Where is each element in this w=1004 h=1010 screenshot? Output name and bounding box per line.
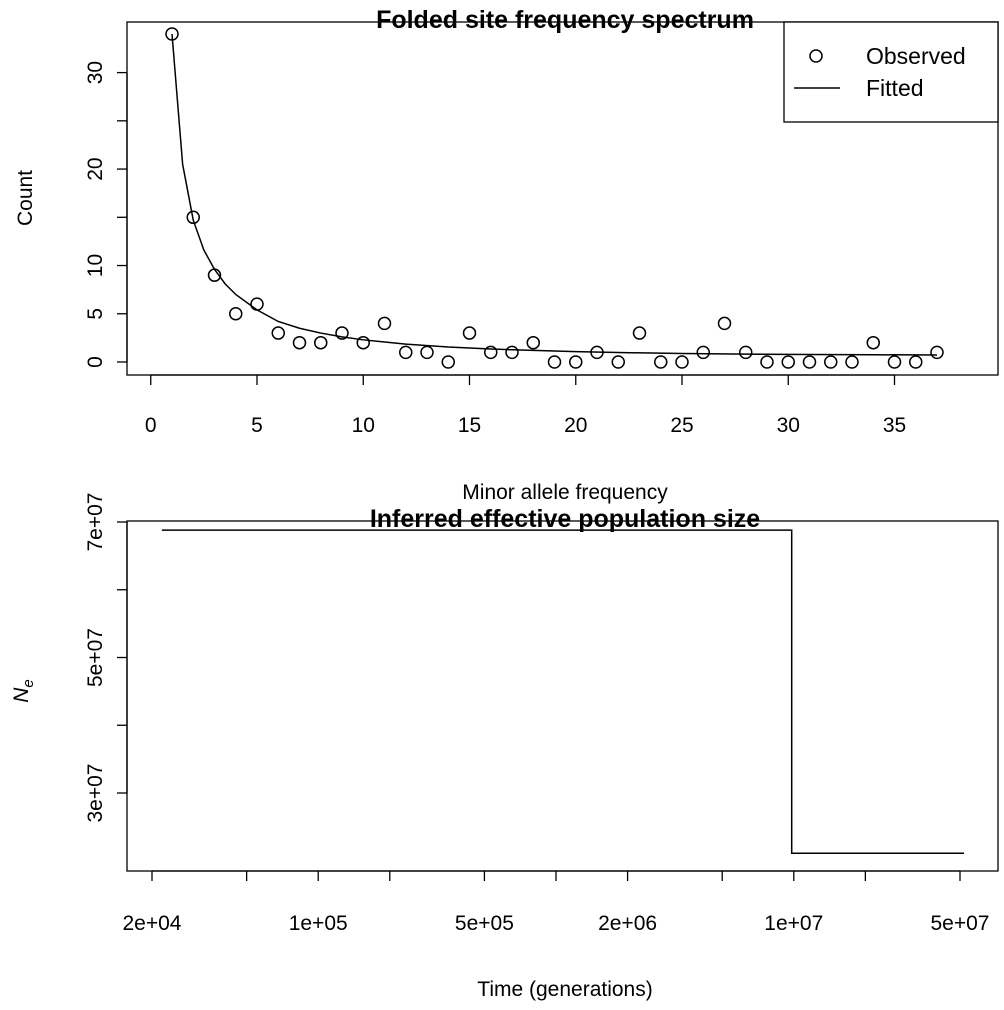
observed-point — [866, 335, 880, 350]
ne-x-tick-label: 5e+07 — [931, 912, 990, 935]
observed-point — [250, 297, 264, 311]
observed-point — [717, 316, 732, 331]
observed-point — [739, 345, 753, 360]
observed-point — [781, 355, 795, 369]
sfs-y-tick-label: 5 — [84, 308, 107, 320]
legend-observed-label: Observed — [866, 43, 966, 69]
ne-panel: 2e+04 1e+05 5e+05 2e+06 1e+07 5e+07 3e+07 5e+0… — [10, 493, 999, 1001]
observed-point — [229, 307, 243, 321]
sfs-y-tick-label: 20 — [84, 157, 107, 180]
ne-x-tick-label: 2e+06 — [598, 912, 657, 935]
observed-point — [930, 345, 944, 360]
sfs-panel: 0 5 10 15 20 25 30 35 0 5 10 20 30 Folded site freq… — [14, 6, 999, 504]
sfs-y-tick-label: 30 — [84, 61, 107, 84]
observed-point — [335, 326, 349, 340]
sfs-x-tick-label: 30 — [777, 414, 800, 437]
observed-point — [675, 355, 689, 369]
observed-point — [526, 335, 540, 350]
sfs-x-axis: 0 5 10 15 20 25 30 35 — [145, 374, 906, 437]
ne-step-line — [161, 529, 965, 855]
observed-point — [611, 355, 625, 369]
legend-box — [783, 21, 999, 123]
observed-point — [165, 27, 179, 41]
ne-y-tick-label: 7e+07 — [84, 493, 107, 552]
observed-point — [654, 355, 668, 369]
sfs-x-tick-label: 20 — [564, 414, 587, 437]
legend: Observed Fitted — [783, 21, 999, 123]
observed-point — [207, 268, 222, 282]
observed-point — [505, 345, 519, 360]
observed-point — [590, 345, 604, 360]
fitted-curve — [171, 33, 938, 356]
observed-point — [399, 345, 413, 360]
sfs-y-tick-label: 10 — [84, 254, 107, 277]
observed-point — [909, 355, 923, 369]
observed-point — [377, 316, 392, 331]
ne-x-tick-label: 1e+07 — [764, 912, 823, 935]
observed-point — [824, 355, 838, 369]
observed-point — [760, 355, 774, 369]
observed-point — [462, 326, 477, 340]
ne-title: Inferred effective population size — [370, 505, 760, 533]
observed-point — [292, 335, 307, 350]
observed-point — [484, 345, 498, 360]
legend-observed-symbol — [809, 49, 823, 63]
observed-point — [632, 326, 647, 340]
observed-point — [569, 355, 583, 369]
sfs-x-tick-label: 25 — [670, 414, 693, 437]
ne-x-axis: 2e+04 1e+05 5e+05 2e+06 1e+07 5e+07 — [123, 870, 990, 935]
ne-x-tick-label: 2e+04 — [123, 912, 182, 935]
sfs-x-tick-label: 0 — [145, 414, 157, 437]
ne-x-tick-label: 1e+05 — [289, 912, 348, 935]
ne-y-tick-label: 3e+07 — [84, 764, 107, 823]
legend-fitted-label: Fitted — [866, 75, 924, 101]
sfs-title: Folded site frequency spectrum — [376, 6, 754, 34]
ne-x-label: Time (generations) — [477, 978, 652, 1001]
observed-point — [314, 335, 328, 350]
fitted-curve-group — [171, 33, 938, 356]
sfs-x-tick-label: 15 — [458, 414, 481, 437]
ne-x-tick-label: 5e+05 — [455, 912, 514, 935]
sfs-x-tick-label: 5 — [251, 414, 263, 437]
sfs-x-tick-label: 10 — [352, 414, 375, 437]
sfs-y-axis: 0 5 10 20 30 — [84, 61, 128, 368]
ne-y-label: Ne — [10, 679, 37, 703]
observed-point — [802, 355, 817, 369]
observed-point — [271, 326, 285, 340]
ne-y-tick-label: 5e+07 — [84, 628, 107, 687]
ne-plot-box — [126, 520, 999, 872]
ne-y-axis: 3e+07 5e+07 7e+07 — [84, 493, 128, 823]
observed-point — [441, 355, 455, 369]
sfs-y-label: Count — [14, 170, 37, 226]
observed-point — [696, 345, 710, 360]
sfs-x-label: Minor allele frequency — [462, 481, 668, 504]
observed-point — [547, 355, 562, 369]
sfs-y-tick-label: 0 — [84, 356, 107, 368]
observed-point — [356, 335, 370, 350]
observed-point — [887, 355, 902, 369]
observed-point — [420, 345, 434, 360]
observed-points-group — [165, 27, 944, 369]
observed-point — [845, 355, 859, 369]
sfs-x-tick-label: 35 — [883, 414, 906, 437]
observed-point — [186, 210, 200, 225]
